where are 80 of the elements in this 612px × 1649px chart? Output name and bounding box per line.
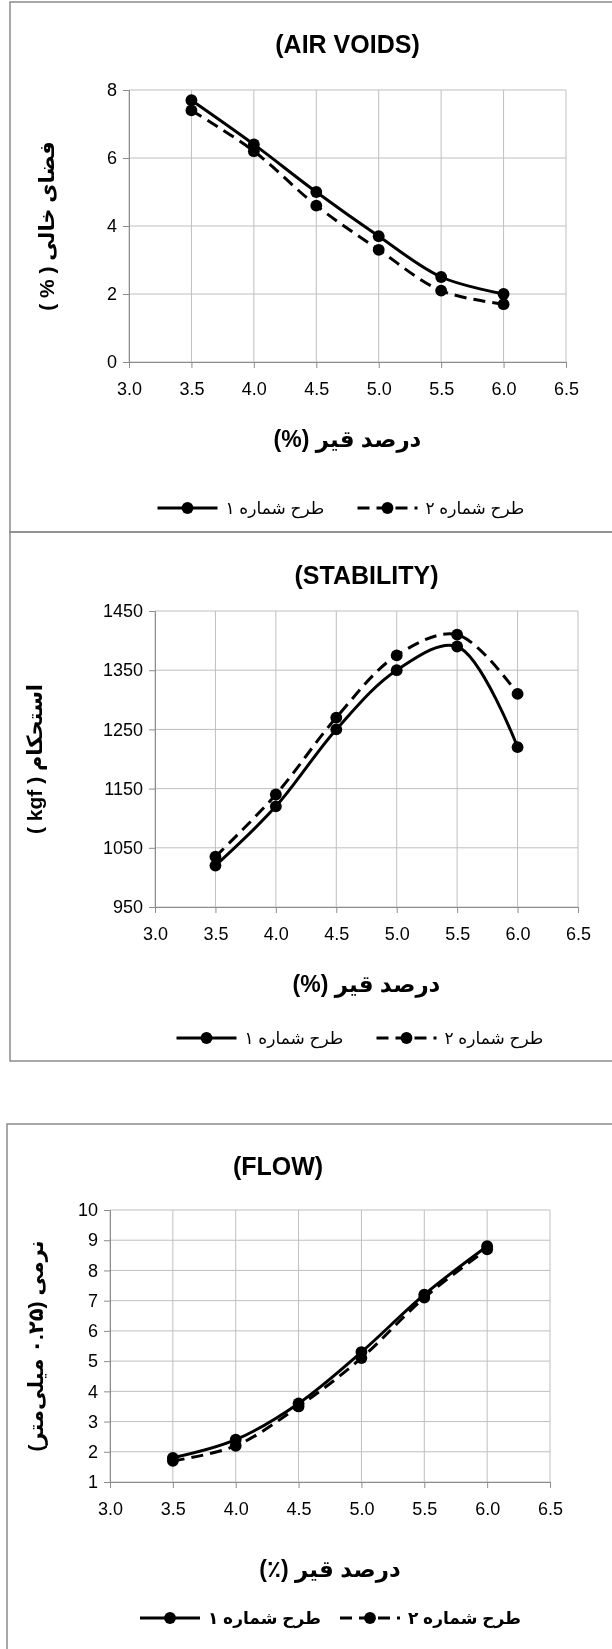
point — [310, 199, 323, 212]
legend-label: طرح شماره ۲ — [408, 1608, 521, 1629]
y-tick-label: 6 — [106, 148, 117, 169]
legend-label: طرح شماره ۲ — [444, 1028, 544, 1049]
x-tick-label: 6.0 — [475, 1498, 501, 1519]
y-tick-label: 1250 — [102, 719, 143, 740]
x-tick-label: 3.0 — [142, 923, 169, 944]
x-tick-label: 5.0 — [349, 1498, 375, 1519]
point — [330, 723, 343, 736]
chart-title: (STABILITY) — [294, 561, 439, 589]
x-tick-label: 3.0 — [97, 1498, 124, 1519]
y-tick-label: 3 — [87, 1411, 98, 1432]
point — [497, 298, 510, 311]
y-tick-label: 5 — [87, 1351, 98, 1372]
point — [390, 649, 403, 662]
y-tick-label: 9 — [87, 1230, 98, 1251]
point — [269, 800, 282, 813]
x-tick-label: 5.5 — [429, 378, 455, 399]
point — [497, 288, 510, 300]
x-tick-label: 5.5 — [412, 1498, 438, 1519]
x-axis-title: درصد قیر (%) — [292, 971, 441, 998]
point — [511, 687, 524, 700]
x-tick-label: 6.0 — [505, 923, 531, 944]
chart-title: (AIR VOIDS) — [275, 30, 420, 58]
y-tick-label: 7 — [87, 1290, 98, 1311]
chart-title: (FLOW) — [232, 1152, 324, 1180]
point — [372, 230, 385, 243]
x-tick-label: 6.0 — [491, 378, 517, 399]
point — [451, 640, 464, 653]
y-tick-label: 1450 — [102, 601, 143, 622]
x-tick-label: 5.0 — [384, 923, 410, 944]
point — [451, 628, 464, 641]
point — [185, 104, 198, 117]
x-tick-label: 5.0 — [366, 378, 392, 399]
x-tick-label: 4.0 — [263, 923, 289, 944]
y-tick-label: 8 — [87, 1260, 98, 1281]
y-tick-label: 8 — [106, 80, 117, 101]
legend-label: طرح شماره ۱ — [225, 498, 325, 519]
point — [435, 271, 448, 283]
y-tick-label: 4 — [87, 1381, 98, 1402]
y-tick-label: 2 — [87, 1442, 98, 1463]
y-tick-label: 1350 — [102, 660, 143, 681]
point — [390, 664, 403, 677]
y-tick-label: 4 — [106, 216, 117, 237]
x-tick-label: 3.5 — [160, 1498, 186, 1519]
y-tick-label: 950 — [112, 897, 143, 918]
y-tick-label: 6 — [87, 1321, 98, 1342]
x-tick-label: 3.5 — [203, 923, 229, 944]
point — [310, 186, 323, 198]
x-tick-label: 4.5 — [286, 1498, 312, 1519]
point — [330, 711, 343, 724]
x-tick-label: 4.5 — [324, 923, 350, 944]
y-tick-label: 2 — [106, 284, 117, 305]
x-tick-label: 6.5 — [537, 1498, 564, 1519]
x-tick-label: 4.5 — [304, 378, 330, 399]
point — [185, 94, 198, 107]
point — [372, 243, 385, 256]
point — [511, 741, 524, 754]
y-tick-label: 0 — [106, 352, 117, 373]
y-axis-title: نرمی (۰.۲۵ میلی‌متر) — [24, 1240, 49, 1452]
x-tick-label: 6.5 — [553, 378, 580, 399]
legend-label: طرح شماره ۲ — [425, 498, 525, 519]
x-tick-label: 4.0 — [223, 1498, 249, 1519]
point — [269, 788, 282, 801]
x-axis-title: درصد قیر (٪) — [259, 1556, 401, 1583]
x-tick-label: 5.5 — [445, 923, 471, 944]
x-tick-label: 3.0 — [116, 378, 143, 399]
x-tick-label: 6.5 — [565, 923, 592, 944]
y-tick-label: 10 — [77, 1200, 98, 1221]
y-axis-title: فضای خالی ( % ) — [35, 141, 59, 311]
legend-label: طرح شماره ۱ — [244, 1028, 344, 1049]
legend-label: طرح شماره ۱ — [208, 1608, 321, 1629]
y-tick-label: 1 — [87, 1472, 98, 1493]
y-tick-label: 1050 — [102, 838, 143, 859]
y-tick-label: 1150 — [104, 778, 143, 799]
x-tick-label: 3.5 — [179, 378, 205, 399]
y-axis-title: استحکام ( kgf ) — [23, 683, 48, 835]
x-tick-label: 4.0 — [241, 378, 267, 399]
x-axis-title: درصد قیر (%) — [273, 426, 422, 453]
point — [435, 284, 448, 297]
